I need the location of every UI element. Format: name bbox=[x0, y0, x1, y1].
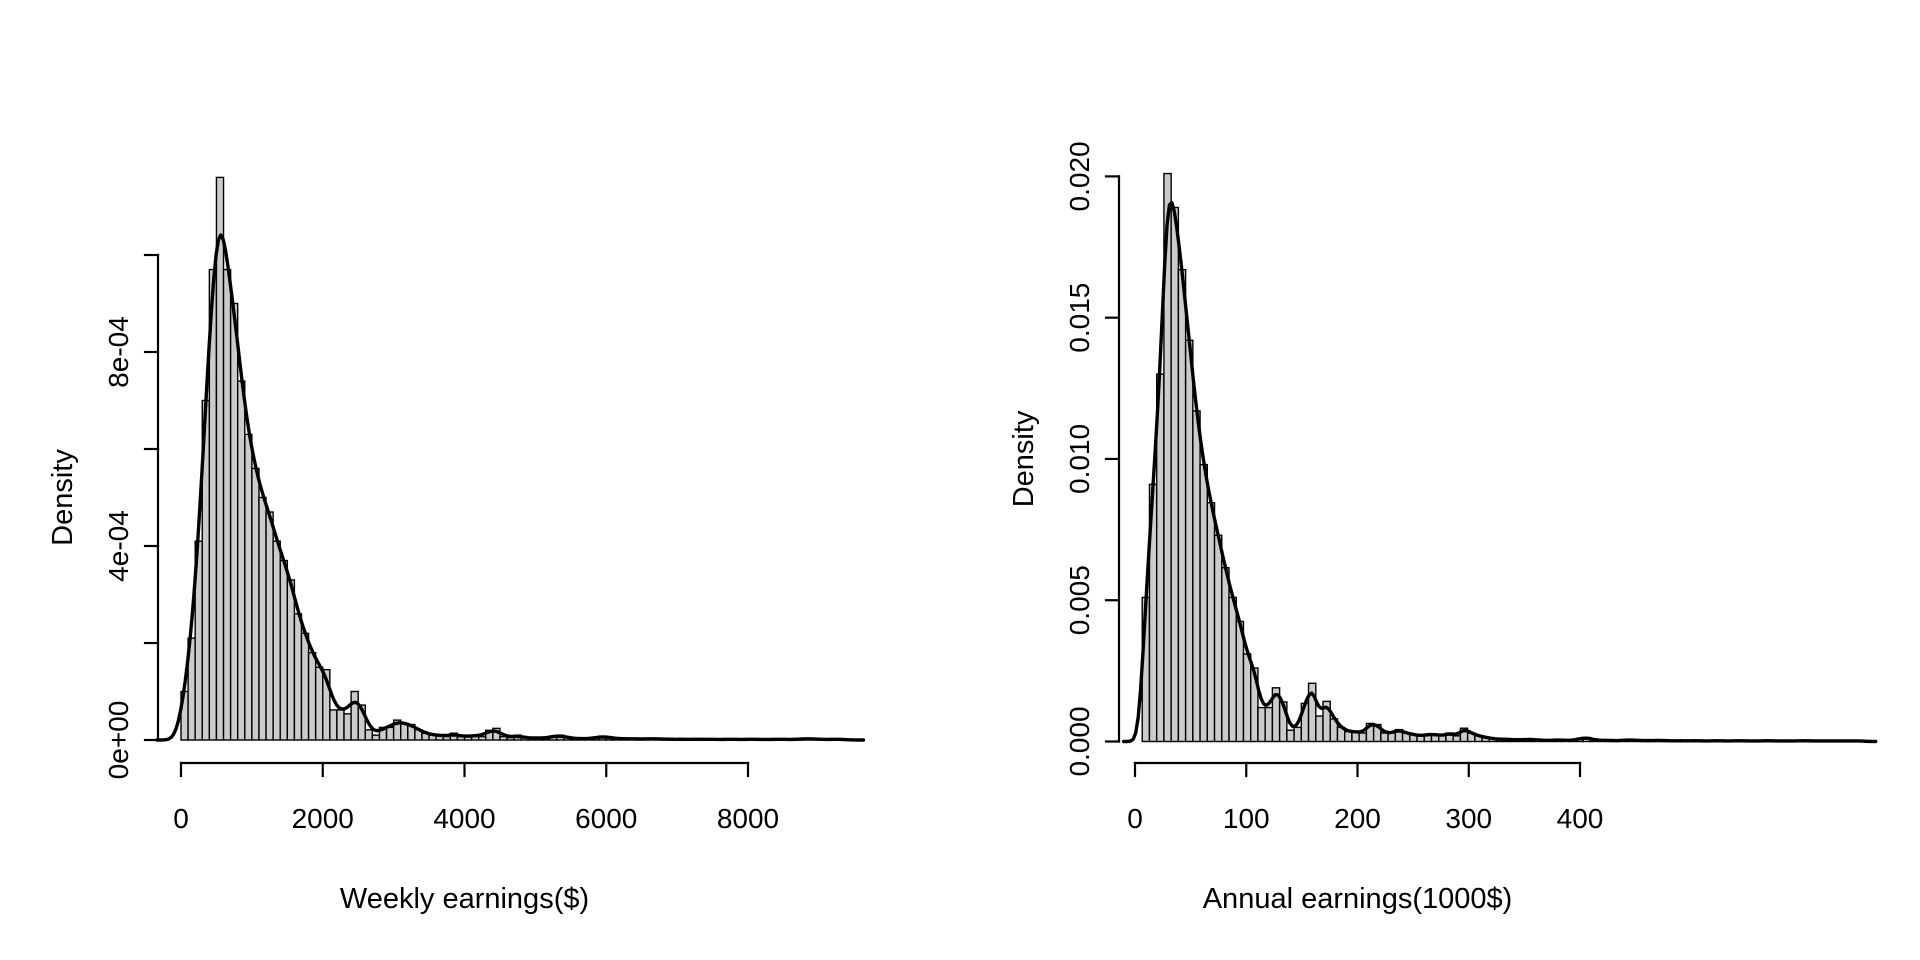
histogram-bar bbox=[236, 380, 246, 741]
y-tick-label: 0.015 bbox=[1064, 283, 1095, 353]
histogram-bar bbox=[385, 726, 395, 741]
histogram-bar bbox=[371, 734, 381, 741]
histogram-bar bbox=[265, 511, 274, 741]
y-axis-title: Density bbox=[47, 449, 79, 546]
y-axis-title: Density bbox=[1008, 410, 1040, 507]
histogram-bar bbox=[343, 713, 352, 741]
x-axis-title: Annual earnings(1000$) bbox=[1203, 883, 1513, 915]
x-tick-label: 400 bbox=[1557, 803, 1604, 834]
histogram-bar bbox=[1344, 730, 1353, 743]
x-tick-label: 300 bbox=[1445, 803, 1492, 834]
y-tick-label: 0.020 bbox=[1064, 141, 1095, 211]
x-tick-label: 200 bbox=[1334, 803, 1381, 834]
histogram-bar bbox=[307, 652, 317, 741]
histogram-bar bbox=[222, 268, 232, 741]
x-tick-label: 0 bbox=[173, 803, 189, 834]
histogram-bar bbox=[215, 176, 225, 741]
histogram-bar bbox=[400, 722, 409, 741]
histogram-bar bbox=[1286, 729, 1295, 743]
histogram-bar bbox=[258, 496, 267, 741]
x-axis: 0 100 200 300 400 bbox=[1127, 761, 1604, 834]
histogram-bar bbox=[329, 709, 338, 741]
y-tick-label: 0e+00 bbox=[103, 701, 134, 780]
x-tick-label: 6000 bbox=[575, 803, 637, 834]
histogram-bar bbox=[477, 735, 487, 741]
x-tick-label: 8000 bbox=[717, 803, 779, 834]
histogram-bar bbox=[1206, 502, 1216, 743]
y-tick-label: 0.005 bbox=[1064, 565, 1095, 635]
histogram-bar bbox=[1199, 463, 1209, 743]
histogram-bar bbox=[1264, 706, 1274, 743]
histogram-bar bbox=[244, 433, 253, 741]
histogram-bar bbox=[1213, 534, 1223, 743]
histogram-bar bbox=[1315, 715, 1324, 743]
x-tick-label: 100 bbox=[1223, 803, 1270, 834]
histogram-bar bbox=[1307, 682, 1317, 743]
y-tick-label: 8e-04 bbox=[103, 316, 134, 388]
x-axis: 0 2000 4000 6000 8000 bbox=[173, 761, 779, 834]
y-axis: 0e+00 4e-04 8e-04 bbox=[103, 253, 160, 780]
histogram-bar bbox=[350, 690, 359, 741]
histogram-bar bbox=[300, 632, 310, 741]
y-tick-label: 0.010 bbox=[1064, 424, 1095, 494]
histogram-bar bbox=[1380, 732, 1389, 743]
x-tick-label: 0 bbox=[1127, 803, 1143, 834]
x-tick-label: 2000 bbox=[292, 803, 354, 834]
histogram-bar bbox=[357, 704, 366, 741]
histogram-bar bbox=[1358, 732, 1368, 743]
histogram-bar bbox=[1221, 567, 1230, 743]
histogram-bar bbox=[229, 302, 239, 741]
histogram-bar bbox=[251, 467, 260, 741]
density-curve bbox=[1121, 201, 1878, 744]
histogram-bar bbox=[1257, 706, 1266, 743]
density-curve bbox=[155, 233, 866, 742]
histogram-bar bbox=[1170, 206, 1180, 743]
y-axis: 0.000 0.005 0.010 0.015 0.020 bbox=[1064, 141, 1121, 777]
histogram-bar bbox=[1452, 735, 1462, 743]
histogram-bar bbox=[336, 709, 345, 741]
x-tick-label: 4000 bbox=[433, 803, 495, 834]
histogram-bar bbox=[1184, 339, 1194, 743]
histogram-bar bbox=[314, 666, 324, 741]
annual-earnings-panel: 0.000 0.005 0.010 0.015 0.020 0 100 200 300 400 An… bbox=[1008, 141, 1878, 915]
histogram-bar bbox=[364, 729, 374, 741]
histogram-bar bbox=[1228, 596, 1237, 743]
histogram-bar bbox=[322, 668, 331, 741]
histogram-bar bbox=[272, 540, 281, 741]
histogram-bar bbox=[279, 559, 289, 741]
histogram-bar bbox=[1242, 653, 1252, 743]
histogram-bars bbox=[180, 176, 848, 741]
histogram-bar bbox=[1192, 410, 1201, 743]
x-axis-title: Weekly earnings($) bbox=[340, 883, 589, 915]
histogram-bar bbox=[1387, 732, 1397, 743]
histogram-bar bbox=[1177, 268, 1187, 743]
y-tick-label: 0.000 bbox=[1064, 706, 1095, 776]
histogram-bar bbox=[286, 579, 296, 741]
weekly-earnings-panel: 0e+00 4e-04 8e-04 0 2000 4000 6000 8000 Weekly e… bbox=[47, 176, 866, 915]
histogram-bar bbox=[293, 613, 303, 741]
histogram-bar bbox=[1293, 726, 1303, 743]
y-tick-label: 4e-04 bbox=[103, 510, 134, 582]
